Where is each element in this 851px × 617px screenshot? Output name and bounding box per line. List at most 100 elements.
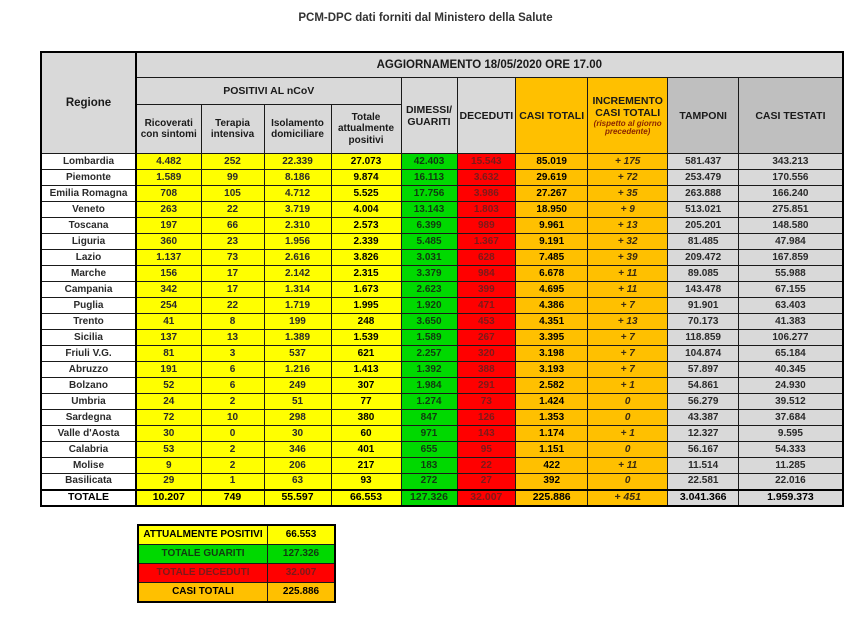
cell-regione: Puglia: [40, 297, 137, 314]
cell-casi_testati: 11.285: [738, 457, 844, 474]
cell-terapia: 0: [200, 425, 265, 442]
cell-casi_totali: 3.395: [515, 329, 589, 346]
cell-incremento: + 11: [587, 281, 669, 298]
cell-casi_totali: 9.961: [515, 217, 589, 234]
cell-casi_testati: 166.240: [738, 185, 844, 202]
cell-casi_totali: 1.353: [515, 409, 589, 426]
cell-casi_totali: 85.019: [515, 153, 589, 170]
cell-incremento: + 9: [587, 201, 669, 218]
cell-casi_testati: 148.580: [738, 217, 844, 234]
summary-row: ATTUALMENTE POSITIVI 66.553: [137, 524, 336, 545]
cell-ricoverati: 41: [135, 313, 202, 330]
cell-terapia: 73: [200, 249, 265, 266]
cell-deceduti: 453: [456, 313, 517, 330]
cell-incremento: + 13: [587, 217, 669, 234]
cell-dimessi: 13.143: [400, 201, 458, 218]
cell-terapia: 22: [200, 201, 265, 218]
cell-incremento: + 175: [587, 153, 669, 170]
cell-totale_positivi: 380: [330, 409, 402, 426]
cell-ricoverati: 29: [135, 473, 202, 490]
cell-totale_positivi: 9.874: [330, 169, 402, 186]
cell-terapia: 99: [200, 169, 265, 186]
cell-casi_testati: 275.851: [738, 201, 844, 218]
cell-casi_testati: 47.984: [738, 233, 844, 250]
cell-incremento: + 11: [587, 265, 669, 282]
cell-deceduti: 399: [456, 281, 517, 298]
cell-isolamento: 22.339: [263, 153, 332, 170]
cell-isolamento: 1.719: [263, 297, 332, 314]
cell-totale_positivi: 1.995: [330, 297, 402, 314]
cell-tamponi: 253.479: [667, 169, 740, 186]
cell-deceduti: 3.632: [456, 169, 517, 186]
cell-casi_totali: 29.619: [515, 169, 589, 186]
col-header-regione: Regione: [40, 51, 137, 154]
cell-isolamento: 199: [263, 313, 332, 330]
table-row: Trento 41 8 199 248 3.650 453 4.351 + 13 70.173 41…: [40, 313, 844, 330]
cell-terapia: 1: [200, 473, 265, 490]
cell-regione: Bolzano: [40, 377, 137, 394]
cell-dimessi: 971: [400, 425, 458, 442]
col-header-isolamento: Isolamento domiciliare: [263, 104, 332, 154]
cell-casi_totali: 4.351: [515, 313, 589, 330]
cell-casi_testati: 167.859: [738, 249, 844, 266]
cell-casi_totali: 27.267: [515, 185, 589, 202]
cell-incremento: 0: [587, 473, 669, 490]
cell-ricoverati: 24: [135, 393, 202, 410]
cell-dimessi: 655: [400, 441, 458, 458]
table-row: Puglia 254 22 1.719 1.995 1.920 471 4.386 + 7 91.…: [40, 297, 844, 314]
cell-ricoverati: 52: [135, 377, 202, 394]
cell-incremento: + 11: [587, 457, 669, 474]
cell-isolamento: 1.389: [263, 329, 332, 346]
cell-tamponi: 70.173: [667, 313, 740, 330]
cell-totale_positivi: 1.539: [330, 329, 402, 346]
cell-tamponi: 3.041.366: [667, 488, 740, 506]
cell-deceduti: 126: [456, 409, 517, 426]
cell-regione: Lombardia: [40, 153, 137, 170]
summary-row: TOTALE DECEDUTI 32.007: [137, 562, 336, 583]
table-row: Friuli V.G. 81 3 537 621 2.257 320 3.198 + 7 104.…: [40, 345, 844, 362]
summary-label: CASI TOTALI: [137, 581, 268, 602]
cell-casi_testati: 37.684: [738, 409, 844, 426]
cell-regione: Piemonte: [40, 169, 137, 186]
summary-value: 66.553: [267, 524, 336, 545]
cell-tamponi: 209.472: [667, 249, 740, 266]
cell-terapia: 8: [200, 313, 265, 330]
cell-dimessi: 847: [400, 409, 458, 426]
summary-table: ATTUALMENTE POSITIVI 66.553 TOTALE GUARITI…: [137, 523, 336, 603]
page-title: PCM-DPC dati forniti dal Ministero della…: [298, 12, 553, 24]
cell-regione: Umbria: [40, 393, 137, 410]
cell-totale_positivi: 401: [330, 441, 402, 458]
col-header-incremento: INCREMENTO CASI TOTALI (rispetto al gior…: [587, 77, 669, 154]
cell-isolamento: 51: [263, 393, 332, 410]
cell-dimessi: 3.031: [400, 249, 458, 266]
table-row: Lazio 1.137 73 2.616 3.826 3.031 628 7.485 + 39 2…: [40, 249, 844, 266]
cell-casi_totali: 7.485: [515, 249, 589, 266]
cell-incremento: + 451: [587, 488, 669, 506]
cell-ricoverati: 9: [135, 457, 202, 474]
cell-casi_totali: 9.191: [515, 233, 589, 250]
cell-tamponi: 22.581: [667, 473, 740, 490]
cell-casi_testati: 170.556: [738, 169, 844, 186]
cell-casi_testati: 106.277: [738, 329, 844, 346]
cell-totale_positivi: 27.073: [330, 153, 402, 170]
table-row: Liguria 360 23 1.956 2.339 5.485 1.367 9.191 + 3…: [40, 233, 844, 250]
cell-casi_testati: 9.595: [738, 425, 844, 442]
cell-tamponi: 12.327: [667, 425, 740, 442]
cell-dimessi: 5.485: [400, 233, 458, 250]
cell-ricoverati: 360: [135, 233, 202, 250]
table-row: Umbria 24 2 51 77 1.274 73 1.424 0 56.279 39.512: [40, 393, 844, 410]
cell-terapia: 23: [200, 233, 265, 250]
col-header-totale-positivi: Totale attualmente positivi: [330, 104, 402, 154]
summary-row: TOTALE GUARITI 127.326: [137, 543, 336, 564]
cell-deceduti: 143: [456, 425, 517, 442]
cell-dimessi: 16.113: [400, 169, 458, 186]
cell-casi_testati: 41.383: [738, 313, 844, 330]
table-row: Bolzano 52 6 249 307 1.984 291 2.582 + 1 54.861 24…: [40, 377, 844, 394]
cell-totale_positivi: 217: [330, 457, 402, 474]
cell-incremento: + 7: [587, 345, 669, 362]
col-header-tamponi: TAMPONI: [667, 77, 740, 154]
cell-totale_positivi: 2.573: [330, 217, 402, 234]
cell-casi_testati: 22.016: [738, 473, 844, 490]
cell-casi_totali: 4.386: [515, 297, 589, 314]
cell-totale_positivi: 77: [330, 393, 402, 410]
